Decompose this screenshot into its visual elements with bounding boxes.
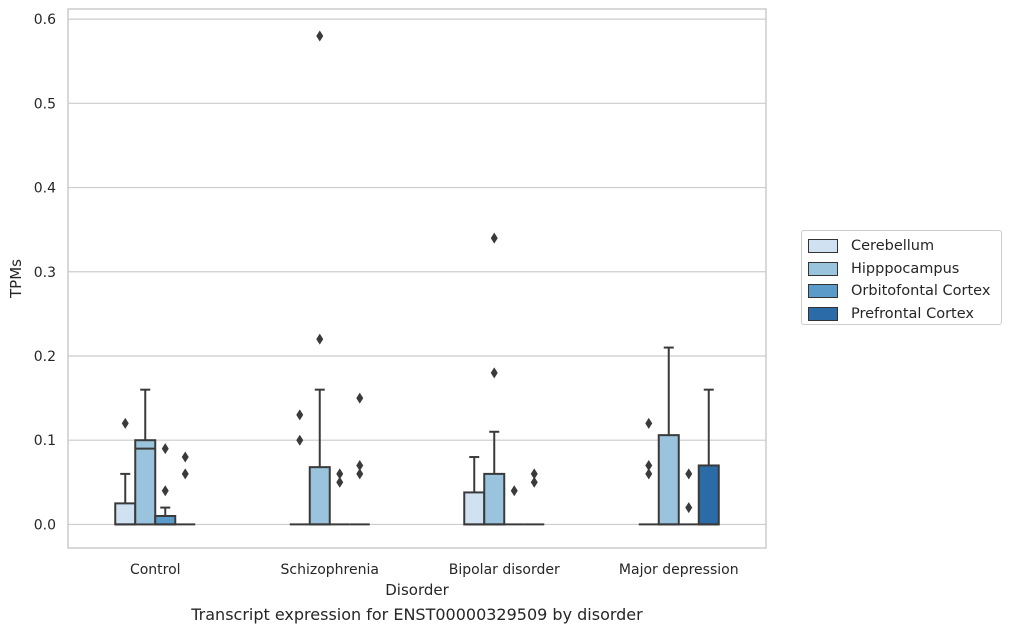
legend: Cerebellum Hipppocampus Orbitofontal Cor… <box>801 230 1002 325</box>
y-tick-label: 0.6 <box>34 12 56 28</box>
legend-swatch-cerebellum <box>808 239 838 254</box>
box <box>154 443 177 526</box>
outlier-point <box>530 468 538 480</box>
legend-item-hippocampus: Hipppocampus <box>808 258 1001 281</box>
legend-item-cerebellum: Cerebellum <box>808 235 1001 258</box>
y-tick-label: 0.5 <box>34 96 56 112</box>
box <box>289 409 310 526</box>
box-body <box>308 466 331 526</box>
legend-swatch-hippocampus <box>808 261 838 276</box>
box-body <box>134 439 157 526</box>
box <box>697 388 720 526</box>
legend-label: Hipppocampus <box>851 260 960 277</box>
x-tick-label: Major depression <box>619 562 739 578</box>
outlier-point <box>181 451 189 463</box>
outlier-point <box>356 468 364 480</box>
box <box>678 468 699 526</box>
outlier-point <box>645 459 653 471</box>
legend-item-orbitofrontal: Orbitofontal Cortex <box>808 280 1001 303</box>
x-tick-label: Control <box>130 562 181 578</box>
boxes <box>114 30 720 526</box>
outlier-point <box>356 392 364 404</box>
y-tick-label: 0.2 <box>34 349 56 365</box>
y-axis-label: TPMs <box>7 259 25 299</box>
y-tick-label: 0.1 <box>34 433 56 449</box>
outlier-point <box>181 468 189 480</box>
box <box>134 388 157 526</box>
outlier-point <box>490 232 498 244</box>
box-body <box>697 464 720 526</box>
legend-label: Cerebellum <box>851 238 935 255</box>
box <box>175 451 196 526</box>
y-tick-label: 0.3 <box>34 265 56 281</box>
box <box>657 346 680 526</box>
outlier-point <box>336 468 344 480</box>
box <box>308 30 331 526</box>
outlier-point <box>510 485 518 497</box>
legend-item-prefrontal: Prefrontal Cortex <box>808 303 1001 326</box>
y-tick-label: 0.0 <box>34 517 56 533</box>
outlier-point <box>161 485 169 497</box>
legend-label: Prefrontal Cortex <box>851 305 974 322</box>
outlier-point <box>161 443 169 455</box>
outlier-point <box>316 333 324 345</box>
outlier-point <box>296 434 304 446</box>
box <box>114 417 137 526</box>
figure-caption: Transcript expression for ENST0000032950… <box>191 605 643 624</box>
box <box>504 485 525 526</box>
legend-swatch-orbitofrontal <box>808 284 838 299</box>
box <box>638 417 659 526</box>
outlier-point <box>685 502 693 514</box>
box <box>483 232 506 526</box>
outlier-point <box>356 459 364 471</box>
outlier-point <box>121 417 129 429</box>
outlier-point <box>296 409 304 421</box>
y-axis-ticks: 0.0 0.1 0.2 0.3 0.4 0.5 0.6 <box>34 12 56 533</box>
outlier-point <box>645 417 653 429</box>
box <box>329 468 350 526</box>
box <box>463 456 486 526</box>
box <box>524 468 545 526</box>
box <box>349 392 370 526</box>
y-tick-label: 0.4 <box>34 181 56 197</box>
legend-label: Orbitofontal Cortex <box>851 283 991 300</box>
box-body <box>114 502 137 526</box>
outlier-point <box>490 367 498 379</box>
box-body <box>657 434 680 526</box>
outlier-point <box>316 30 324 42</box>
x-axis-label: Disorder <box>385 581 449 599</box>
plot-area <box>67 8 767 549</box>
outlier-point <box>530 476 538 488</box>
outlier-point <box>685 468 693 480</box>
box-body <box>483 472 506 526</box>
x-tick-label: Bipolar disorder <box>449 562 560 578</box>
legend-swatch-prefrontal <box>808 306 838 321</box>
grid-lines <box>68 18 766 526</box>
x-tick-label: Schizophrenia <box>281 562 379 578</box>
outlier-point <box>645 468 653 480</box>
outlier-point <box>336 476 344 488</box>
box-body <box>463 491 486 526</box>
x-axis-ticks: Control Schizophrenia Bipolar disorder Majo… <box>130 562 739 578</box>
box-body <box>154 514 177 526</box>
